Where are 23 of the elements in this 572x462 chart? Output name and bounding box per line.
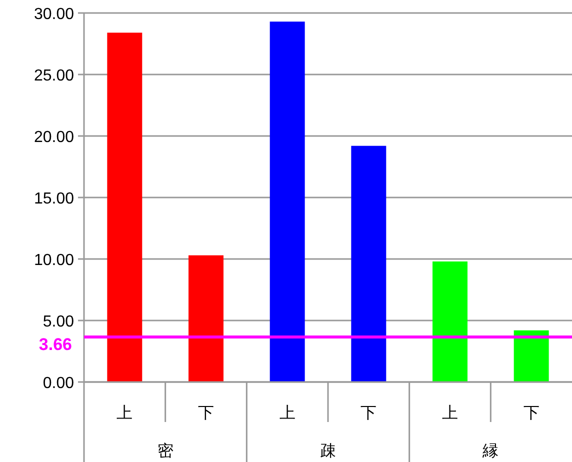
x-tick-label: 上 <box>279 404 296 422</box>
x-tick-label: 下 <box>523 405 540 422</box>
x-tick-label: 上 <box>116 404 133 422</box>
text: 密 <box>157 442 174 460</box>
y-tick-label: 0.00 <box>42 375 74 392</box>
y-tick-label: 25.00 <box>34 68 74 84</box>
bar <box>351 146 386 382</box>
y-tick-label: 5.00 <box>42 314 74 330</box>
y-tick-label: 30.00 <box>34 6 74 23</box>
bar <box>107 32 142 382</box>
bar <box>514 330 549 382</box>
y-tick-label: 20.00 <box>34 129 74 146</box>
x-tick-label: 下 <box>198 405 214 422</box>
bar <box>270 22 305 382</box>
bar <box>188 255 224 382</box>
text: 縁 <box>482 443 499 460</box>
text: 疎 <box>320 443 336 460</box>
bar <box>432 261 468 382</box>
ref-line-label: 3.66 <box>38 334 72 354</box>
y-tick-label: 10.00 <box>34 252 74 269</box>
y-tick-label: 15.00 <box>34 190 74 208</box>
x-tick-label: 下 <box>360 405 377 422</box>
x-tick-label: 上 <box>442 404 458 422</box>
